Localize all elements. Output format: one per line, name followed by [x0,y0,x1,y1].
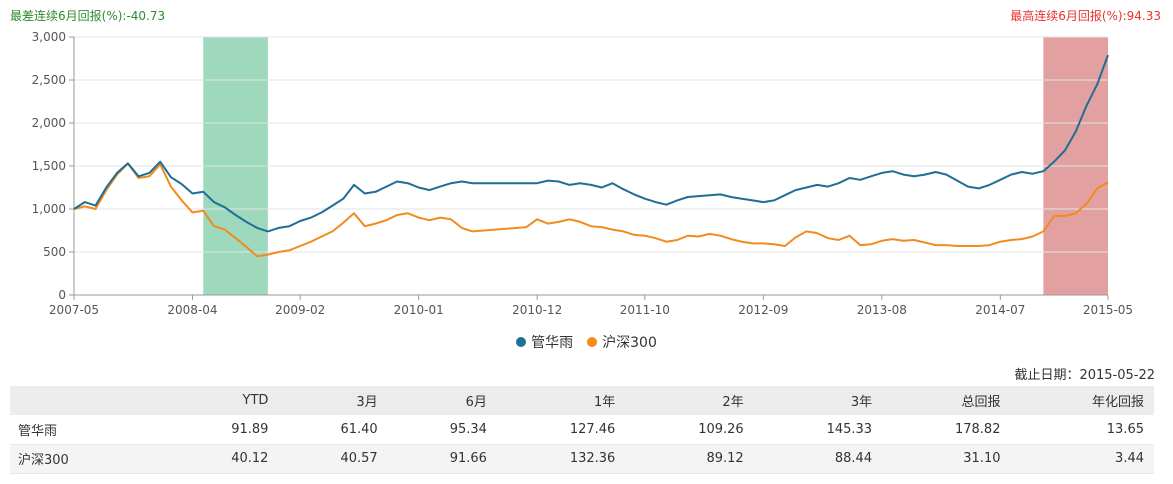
x-tick-label: 2014-07 [975,303,1025,317]
legend-item-index[interactable]: 沪深300 [587,332,657,352]
x-tick-label: 2009-02 [275,303,325,317]
y-tick-label: 3,000 [32,30,66,44]
y-tick-label: 500 [43,245,66,259]
table-cell: 91.89 [231,421,269,437]
chart-axes: 0 500 1,000 1,500 2,000 2,500 3,000 2007-05 2008… [32,30,1133,317]
table-header-cell: 3年 [850,395,873,410]
table-header-cell: 1年 [594,395,616,410]
chart-legend: 管华雨 沪深300 [0,332,1173,352]
y-tick-label: 1,000 [32,202,66,216]
nav-line-chart: 0 500 1,000 1,500 2,000 2,500 3,000 2007-05 2008… [32,30,1133,317]
legend-item-fund[interactable]: 管华雨 [516,332,573,352]
y-tick-label: 2,000 [32,116,66,130]
x-tick-label: 2013-08 [857,303,907,317]
table-cell: 40.12 [231,451,269,466]
table-header-cell: YTD [242,393,269,408]
table-cell: 88.44 [834,451,873,466]
table-cell: 13.65 [1106,421,1144,437]
y-tick-label: 0 [58,288,66,302]
table-header-row: YTD 3月 6月 1年 2年 3年 总回报 年化回报 [10,386,1154,415]
table-cell: 31.10 [963,451,1001,466]
table-header-cell: 6月 [465,395,487,410]
table-cell: 沪深300 [18,453,69,468]
x-tick-label: 2008-04 [167,303,217,317]
table-row: 沪深300 40.12 40.57 91.66 132.36 89.12 88.… [10,444,1154,473]
table-header-cell: 总回报 [961,395,1001,410]
x-tick-label: 2010-01 [394,303,444,317]
table-row: 管华雨 91.89 61.40 95.34 127.46 109.26 145.… [10,415,1154,444]
worst-6m-return-annotation: 最差连续6月回报(%):-40.73 [10,9,166,23]
table-cell: 132.36 [569,451,616,466]
performance-table: YTD 3月 6月 1年 2年 3年 总回报 年化回报 管华雨 91.89 61… [10,386,1154,474]
legend-label-index: 沪深300 [602,335,657,351]
table-cell: 145.33 [826,421,873,437]
y-tick-label: 1,500 [32,159,66,173]
table-header-cell: 3月 [356,395,378,410]
table-header-cell [10,386,169,415]
table-cell: 127.46 [569,421,616,437]
x-tick-label: 2010-12 [512,303,562,317]
chart-series-lines [73,54,1109,258]
table-header-cell: 年化回报 [1091,395,1144,410]
table-cell: 3.44 [1115,451,1144,466]
x-tick-label: 2011-10 [620,303,670,317]
best-6m-return-annotation: 最高连续6月回报(%):94.33 [1010,9,1161,23]
legend-label-fund: 管华雨 [531,335,574,351]
table-cell: 178.82 [954,421,1001,437]
table-cell: 89.12 [706,451,744,466]
table-cell: 61.40 [340,421,378,437]
legend-dot-fund [516,337,527,347]
table-header-cell: 2年 [722,395,744,410]
table-cell: 109.26 [698,421,744,437]
x-tick-label: 2007-05 [49,303,99,317]
table-cell: 95.34 [449,421,487,437]
table-cell: 40.57 [340,451,378,466]
table-cell: 91.66 [449,451,487,466]
legend-dot-index [587,337,598,347]
x-tick-label: 2012-09 [738,303,788,317]
y-tick-label: 2,500 [32,73,66,87]
x-tick-label: 2015-05 [1083,303,1133,317]
series-line-fund [73,54,1109,233]
series-line-index [73,162,1109,258]
table-cell: 管华雨 [18,423,58,439]
cutoff-date: 截止日期：2015-05-22 [1014,368,1155,383]
